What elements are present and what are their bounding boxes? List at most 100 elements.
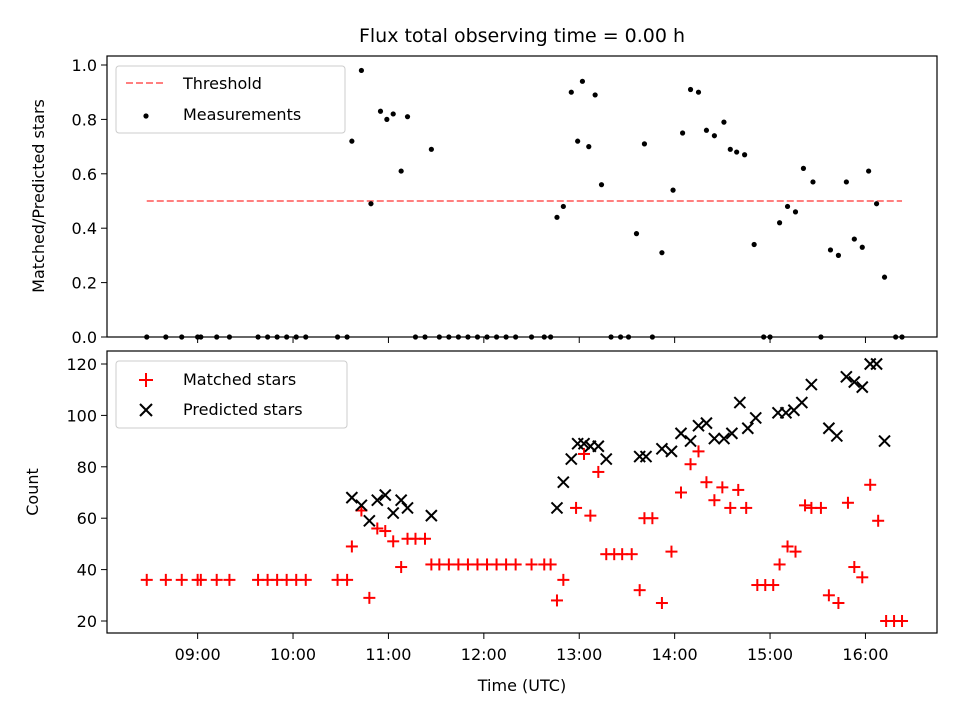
matched-star-marker: [692, 445, 705, 458]
measurement-point: [377, 108, 384, 114]
matched-star-marker: [633, 584, 646, 597]
bottom-y-tick-label: 40: [77, 561, 97, 580]
matched-star-marker: [363, 591, 376, 604]
top-plot-panel: 0.0 0.2 0.4 0.6 0.8 1.0 Matched/Predicted sta…: [29, 55, 938, 347]
matched-star-marker: [210, 573, 223, 586]
measurement-point: [554, 214, 560, 220]
predicted-star-marker: [577, 437, 591, 450]
top-y-tick-label: 0.4: [72, 219, 97, 238]
bottom-x-tick-label: 14:00: [652, 645, 698, 664]
measurement-point: [751, 241, 757, 248]
measurement-point: [843, 179, 849, 185]
bottom-x-tick-label: 15:00: [747, 645, 793, 664]
bottom-y-tick-label: 120: [66, 355, 97, 374]
measurement-point: [293, 334, 299, 340]
predicted-star-marker: [856, 380, 869, 394]
measurement-point: [474, 334, 481, 340]
matched-star-marker: [379, 525, 392, 538]
measurement-point: [711, 133, 717, 139]
measurement-point: [881, 274, 888, 280]
matched-star-marker: [140, 573, 153, 586]
predicted-star-marker: [639, 450, 653, 463]
measurement-point: [179, 334, 185, 340]
predicted-star-marker: [345, 491, 359, 504]
legend-predicted-label: Predicted stars: [183, 400, 303, 419]
measurement-point: [784, 203, 791, 210]
measurement-point: [198, 334, 204, 340]
legend-matched-swatch: [139, 373, 153, 387]
predicted-star-marker: [878, 434, 891, 448]
predicted-star-marker: [749, 411, 762, 425]
measurement-point: [264, 334, 271, 340]
bottom-x-tick-label: 13:00: [556, 645, 602, 664]
predicted-star-marker: [379, 488, 392, 502]
measurement-point: [214, 334, 220, 340]
measurement-point: [835, 252, 842, 258]
measurement-point: [568, 89, 574, 95]
measurement-point: [484, 334, 490, 340]
measurement-point: [334, 334, 341, 340]
measurement-point: [617, 334, 624, 340]
measurement-point: [284, 334, 290, 340]
bottom-y-tick-label: 100: [66, 406, 97, 425]
predicted-star-marker: [717, 432, 731, 445]
top-chart-title: Flux total observing time = 0.00 h: [359, 25, 685, 47]
bottom-x-tick-label: 11:00: [365, 645, 411, 664]
matched-star-marker: [724, 501, 737, 514]
predicted-star-marker: [674, 427, 688, 440]
matched-star-marker: [781, 540, 794, 553]
predicted-stars-group: [345, 357, 891, 527]
matched-star-marker: [822, 589, 835, 602]
matched-star-marker: [544, 558, 557, 571]
measurement-point: [592, 92, 598, 98]
measurement-point: [436, 334, 442, 340]
predicted-star-marker: [692, 419, 705, 432]
measurement-point: [503, 334, 509, 340]
bottom-plot-frame: [106, 350, 938, 634]
measurement-point: [703, 127, 710, 133]
matched-star-marker: [646, 512, 659, 525]
matched-star-marker: [194, 573, 207, 586]
predicted-star-marker: [830, 429, 844, 443]
measurement-point: [873, 201, 880, 207]
measurement-point: [687, 86, 694, 93]
matched-star-marker: [578, 447, 591, 460]
measurement-point: [428, 146, 434, 152]
measurement-point: [560, 203, 566, 210]
measurement-point: [541, 334, 547, 340]
predicted-star-marker: [805, 378, 818, 391]
measurement-point: [390, 111, 396, 117]
matched-star-marker: [387, 535, 400, 548]
measurement-point: [818, 334, 824, 340]
measurement-point: [226, 334, 233, 340]
predicted-star-marker: [795, 396, 809, 409]
measurement-point: [659, 250, 665, 256]
legend-predicted-swatch: [139, 403, 153, 417]
matched-star-marker: [716, 481, 729, 494]
matched-star-marker: [223, 573, 236, 586]
top-y-tick-label: 1.0: [72, 56, 97, 75]
measurement-point: [851, 236, 857, 242]
measurement-point: [734, 149, 740, 155]
measurement-point: [742, 152, 748, 158]
measurement-points-group: [144, 67, 905, 340]
bottom-x-tick-label: 10:00: [270, 645, 316, 664]
matched-star-marker: [684, 458, 697, 471]
bottom-plot-panel: 20 40 60 80 100 120 09:00 10:00 11:00 12:00 13:00…: [23, 350, 938, 695]
predicted-star-marker: [363, 514, 376, 527]
matched-star-marker: [814, 501, 827, 514]
matched-stars-group: [140, 445, 909, 627]
predicted-star-marker: [870, 357, 883, 371]
measurement-point: [274, 334, 280, 340]
matched-star-marker: [419, 532, 432, 545]
legend-matched-label: Matched stars: [183, 370, 296, 389]
matched-star-marker: [625, 548, 638, 561]
measurement-point: [792, 209, 799, 215]
predicted-star-marker: [708, 432, 721, 445]
bottom-y-axis: 20 40 60 80 100 120: [66, 355, 107, 631]
matched-star-marker: [509, 558, 522, 571]
measurement-point: [548, 334, 554, 340]
top-legend-box: [115, 65, 346, 134]
matched-star-marker: [799, 499, 812, 512]
bottom-x-tick-label: 12:00: [461, 645, 507, 664]
